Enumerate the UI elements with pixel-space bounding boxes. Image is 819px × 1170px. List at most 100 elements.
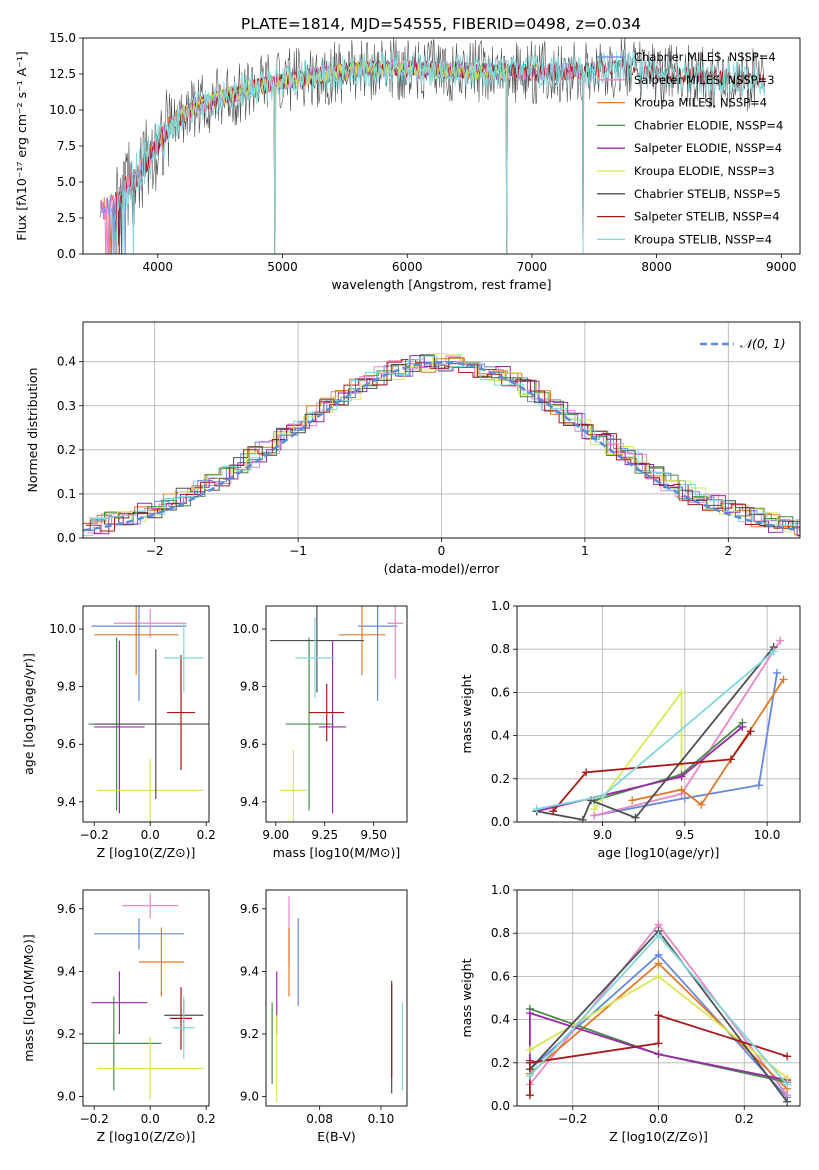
weight-marker-salpeter_stelib — [582, 768, 591, 777]
weight-marker-salpeter_elodie — [525, 1009, 534, 1018]
weight-marker-kroupa_miles — [779, 675, 788, 684]
panel-weight-vs-Z: −0.2 0.0 0.2 0.0 0.2 0.4 0.6 0.8 1.0 Z [log10(Z/Z… — [459, 883, 801, 1144]
y-tick-label: 0.4 — [57, 355, 76, 369]
spectrum-lines — [100, 38, 766, 254]
y-tick-label: 0.2 — [491, 1056, 510, 1070]
weight-marker-kroupa_elodie — [654, 972, 663, 981]
histogram-salpeter_elodie — [83, 355, 800, 537]
y-axis-label: mass weight — [459, 674, 474, 753]
y-tick-label: 9.2 — [240, 1027, 259, 1041]
legend-label: Chabrier MILES, NSSP=4 — [634, 50, 776, 64]
plot-frame — [265, 889, 408, 1107]
weight-marker-salpeter_stelib — [783, 1052, 792, 1061]
y-tick-label: 0.0 — [491, 1099, 510, 1113]
errorbar-kroupa_stelib — [172, 996, 195, 1060]
errorbar-chabrier_miles — [94, 918, 184, 950]
y-tick-label: 0.4 — [491, 729, 510, 743]
weight-marker-chabrier_stelib — [578, 815, 587, 822]
error-bars — [83, 893, 204, 1100]
x-tick-label: 0.2 — [735, 1112, 754, 1126]
weight-marker-kroupa_miles — [654, 959, 663, 968]
panel-residuals: −2 −1 0 1 2 0.0 0.1 0.2 0.3 0.4 (data-model)/error… — [25, 321, 801, 576]
plot-frame — [82, 37, 801, 255]
errorbar-salpeter_stelib — [167, 654, 195, 771]
weight-marker-kroupa_stelib — [598, 792, 607, 801]
y-tick-label: 10.0 — [49, 622, 76, 636]
errorbar-salpeter_miles — [113, 608, 187, 638]
histogram-kroupa_elodie — [88, 353, 800, 533]
histogram-kroupa_miles — [83, 357, 800, 536]
panel-weight-vs-age: 9.0 9.5 10.0 0.0 0.2 0.4 0.6 0.8 1.0 age [log10(a… — [459, 599, 801, 860]
plot-frame — [265, 605, 408, 823]
y-tick-label: 0.4 — [491, 1013, 510, 1027]
panel-age-vs-Z: −0.2 0.0 0.2 9.4 9.6 9.8 10.0 Z [log10(Z/Z⊙)] ag… — [21, 605, 216, 860]
weight-line-chabrier_stelib — [536, 646, 775, 821]
y-tick-label: 0.0 — [57, 531, 76, 545]
plot-frame — [82, 321, 801, 539]
legend: Chabrier MILES, NSSP=4 Salpeter MILES, NS… — [597, 50, 783, 246]
y-tick-label: 0.8 — [491, 926, 510, 940]
legend-label: Salpeter MILES, NSSP=3 — [634, 73, 775, 87]
x-tick-label: −0.2 — [80, 828, 109, 842]
histogram-kroupa_stelib — [83, 355, 800, 536]
y-tick-label: 9.4 — [240, 964, 259, 978]
plot-frame — [82, 605, 210, 823]
y-tick-label: 0.3 — [57, 399, 76, 413]
errorbar-chabrier_miles — [358, 606, 398, 702]
panel-age-vs-mass: 9.00 9.25 9.50 9.4 9.6 9.8 10.0 mass [log10(M/M… — [232, 605, 408, 860]
y-tick-label: 10.0 — [232, 622, 259, 636]
weight-marker-salpeter_stelib — [549, 807, 558, 816]
weight-lines — [525, 920, 792, 1106]
histogram-salpeter_miles — [87, 355, 800, 534]
panel-mass-vs-Z: −0.2 0.0 0.2 9.0 9.2 9.4 9.6 Z [log10(Z/Z⊙)] mas… — [21, 889, 216, 1144]
weight-marker-chabrier_stelib — [631, 813, 640, 822]
plot-frame — [82, 889, 210, 1107]
y-tick-label: 10.0 — [49, 103, 76, 117]
weight-marker-kroupa_stelib — [532, 805, 541, 814]
weight-marker-salpeter_stelib — [746, 727, 755, 736]
weight-marker-salpeter_stelib — [525, 1091, 534, 1100]
errorbar-salpeter_stelib — [169, 987, 193, 1050]
x-axis-label: wavelength [Angstrom, rest frame] — [331, 277, 551, 292]
panel-mass-vs-EBV: 0.08 0.10 9.0 9.2 9.4 9.6 E(B-V) — [240, 889, 408, 1144]
x-tick-label: −0.2 — [80, 1112, 109, 1126]
x-tick-label: 0.08 — [306, 1112, 333, 1126]
errorbar-chabrier_miles — [91, 606, 187, 702]
x-tick-label: 9000 — [766, 260, 797, 274]
x-tick-label: 8000 — [641, 260, 672, 274]
weight-marker-kroupa_stelib — [783, 1080, 792, 1089]
y-tick-label: 2.5 — [57, 211, 76, 225]
legend-label: Kroupa MILES, NSSP=4 — [634, 96, 767, 110]
x-tick-label: 6000 — [392, 260, 423, 274]
errorbar-salpeter_miles — [387, 606, 404, 678]
errorbar-chabrier_elodie — [83, 996, 162, 1091]
errorbar-salpeter_elodie — [91, 971, 148, 1034]
x-tick-label: 7000 — [517, 260, 548, 274]
weight-marker-kroupa_elodie — [677, 688, 686, 697]
figure-title: PLATE=1814, MJD=54555, FIBERID=0498, z=0… — [241, 15, 641, 33]
weight-marker-chabrier_miles — [680, 794, 689, 803]
errorbar-kroupa_elodie — [279, 750, 308, 822]
x-tick-label: 2 — [724, 544, 732, 558]
errorbar-kroupa_miles — [139, 927, 184, 997]
y-tick-label: 9.6 — [240, 902, 259, 916]
weight-marker-kroupa_stelib — [525, 1071, 534, 1080]
weight-marker-salpeter_stelib — [654, 1011, 663, 1020]
weight-lines — [532, 636, 788, 822]
weight-line-chabrier_miles — [594, 672, 778, 817]
errorbar-salpeter_elodie — [318, 640, 347, 814]
x-tick-label: 9.5 — [675, 828, 694, 842]
weight-marker-salpeter_elodie — [677, 772, 686, 781]
errorbar-salpeter_stelib — [309, 683, 345, 742]
spectrum-series-kroupa_elodie — [169, 60, 508, 254]
y-tick-label: 9.0 — [57, 1090, 76, 1104]
x-tick-label: 0.0 — [141, 1112, 160, 1126]
x-tick-label: 0.10 — [368, 1112, 395, 1126]
y-tick-label: 1.0 — [491, 883, 510, 897]
legend-label: Salpeter ELODIE, NSSP=4 — [634, 141, 782, 155]
y-axis-label: Flux [fλ10⁻¹⁷ erg cm⁻² s⁻¹ A⁻¹] — [14, 51, 29, 240]
weight-marker-kroupa_elodie — [590, 805, 599, 814]
y-tick-label: 9.0 — [240, 1090, 259, 1104]
y-tick-label: 9.6 — [57, 902, 76, 916]
y-tick-label: 9.6 — [57, 737, 76, 751]
